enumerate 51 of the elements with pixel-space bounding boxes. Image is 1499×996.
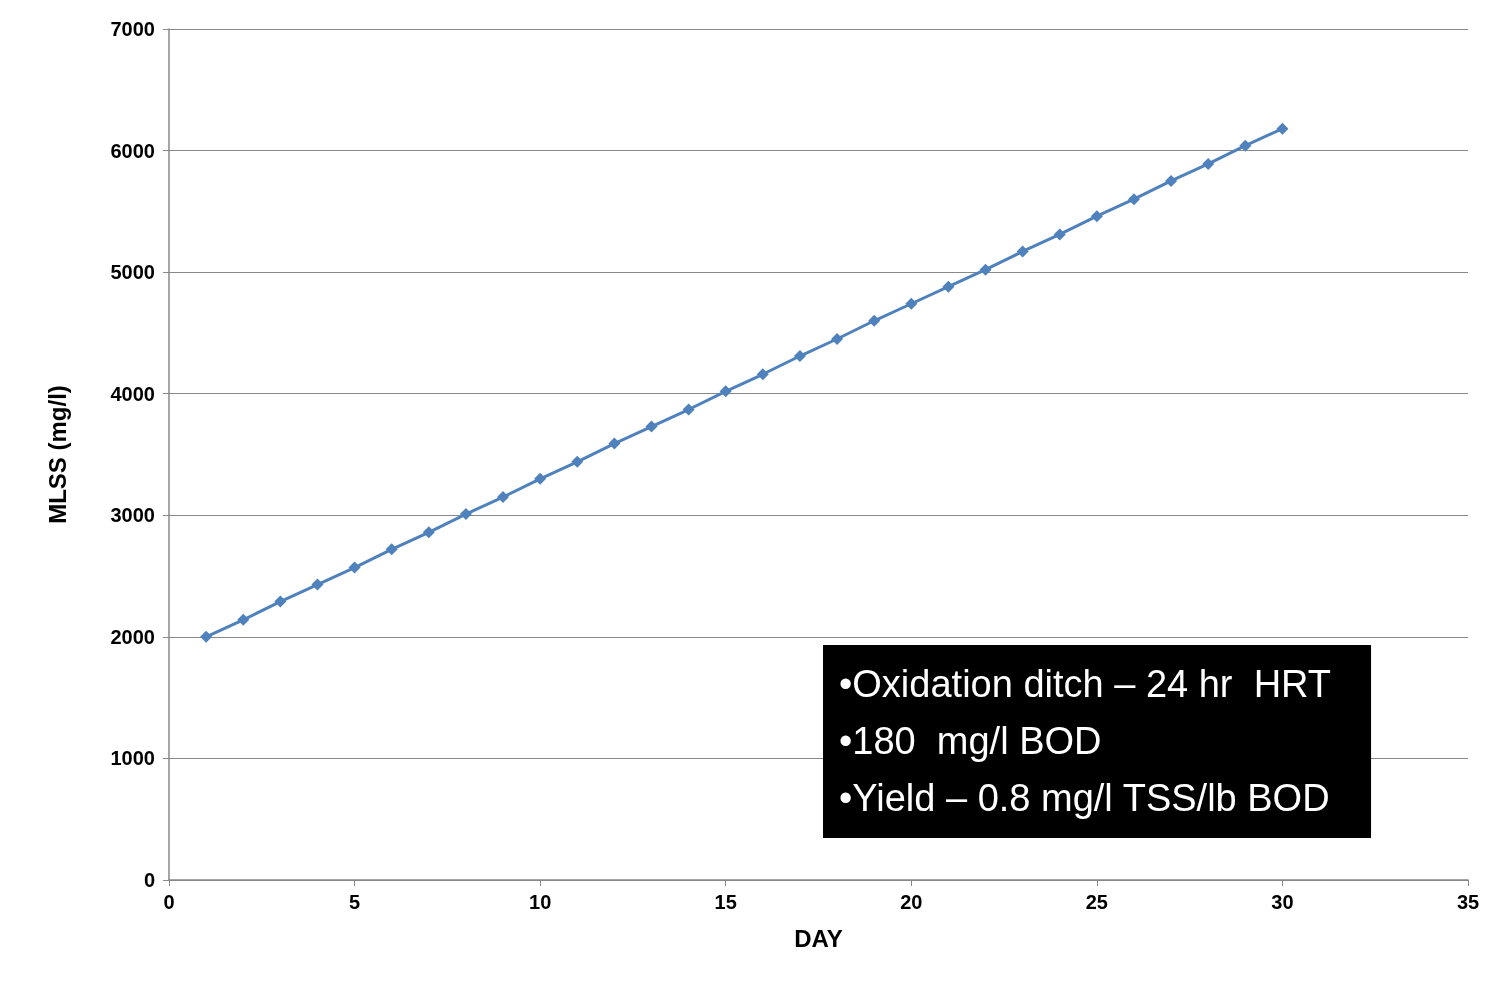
point bbox=[608, 437, 621, 450]
point bbox=[422, 526, 435, 539]
point bbox=[200, 630, 213, 643]
point bbox=[756, 368, 769, 381]
point bbox=[1016, 245, 1029, 258]
x-tick-label: 10 bbox=[529, 891, 552, 913]
point bbox=[274, 595, 287, 608]
y-tick-label: 6000 bbox=[110, 139, 155, 162]
point bbox=[719, 385, 732, 398]
y-tick-label: 7000 bbox=[110, 18, 155, 40]
x-tick-label: 25 bbox=[1085, 891, 1108, 913]
point bbox=[868, 314, 881, 327]
x-axis-title: DAY bbox=[794, 924, 843, 952]
point bbox=[1202, 157, 1215, 170]
point bbox=[942, 280, 955, 293]
annotation: •Oxidation ditch – 24 hr HRT bbox=[839, 662, 1332, 705]
x-tick-label: 15 bbox=[714, 891, 737, 913]
x-tick-label: 20 bbox=[900, 891, 923, 913]
point bbox=[1276, 122, 1289, 135]
y-tick-label: 4000 bbox=[110, 382, 155, 405]
y-tick-label: 5000 bbox=[110, 261, 155, 284]
point bbox=[1239, 139, 1252, 152]
point bbox=[1053, 228, 1066, 241]
point bbox=[1090, 210, 1103, 223]
point bbox=[682, 403, 695, 416]
point bbox=[459, 508, 472, 521]
point bbox=[831, 333, 844, 346]
point bbox=[571, 455, 584, 468]
y-tick-label: 2000 bbox=[110, 625, 155, 648]
point bbox=[1127, 193, 1140, 206]
point bbox=[311, 578, 324, 591]
point bbox=[1165, 174, 1178, 187]
point bbox=[348, 561, 361, 574]
point bbox=[237, 613, 250, 626]
x-tick-label: 30 bbox=[1271, 891, 1294, 913]
annotation: •180 mg/l BOD bbox=[839, 719, 1102, 762]
x-tick-label: 35 bbox=[1456, 891, 1480, 913]
y-tick-label: 1000 bbox=[110, 747, 155, 770]
y-tick-label: 3000 bbox=[110, 504, 155, 527]
point bbox=[905, 297, 918, 310]
y-tick-label: 0 bbox=[143, 869, 155, 891]
x-tick-label: 0 bbox=[163, 891, 175, 913]
annotation: •Yield – 0.8 mg/l TSS/lb BOD bbox=[839, 776, 1330, 819]
point bbox=[979, 263, 992, 276]
point bbox=[645, 420, 658, 433]
y-axis-title: MLSS (mg/l) bbox=[43, 385, 71, 524]
point bbox=[385, 543, 398, 556]
point bbox=[497, 491, 510, 504]
point bbox=[534, 472, 547, 485]
point bbox=[793, 350, 806, 363]
x-tick-label: 5 bbox=[349, 891, 361, 913]
